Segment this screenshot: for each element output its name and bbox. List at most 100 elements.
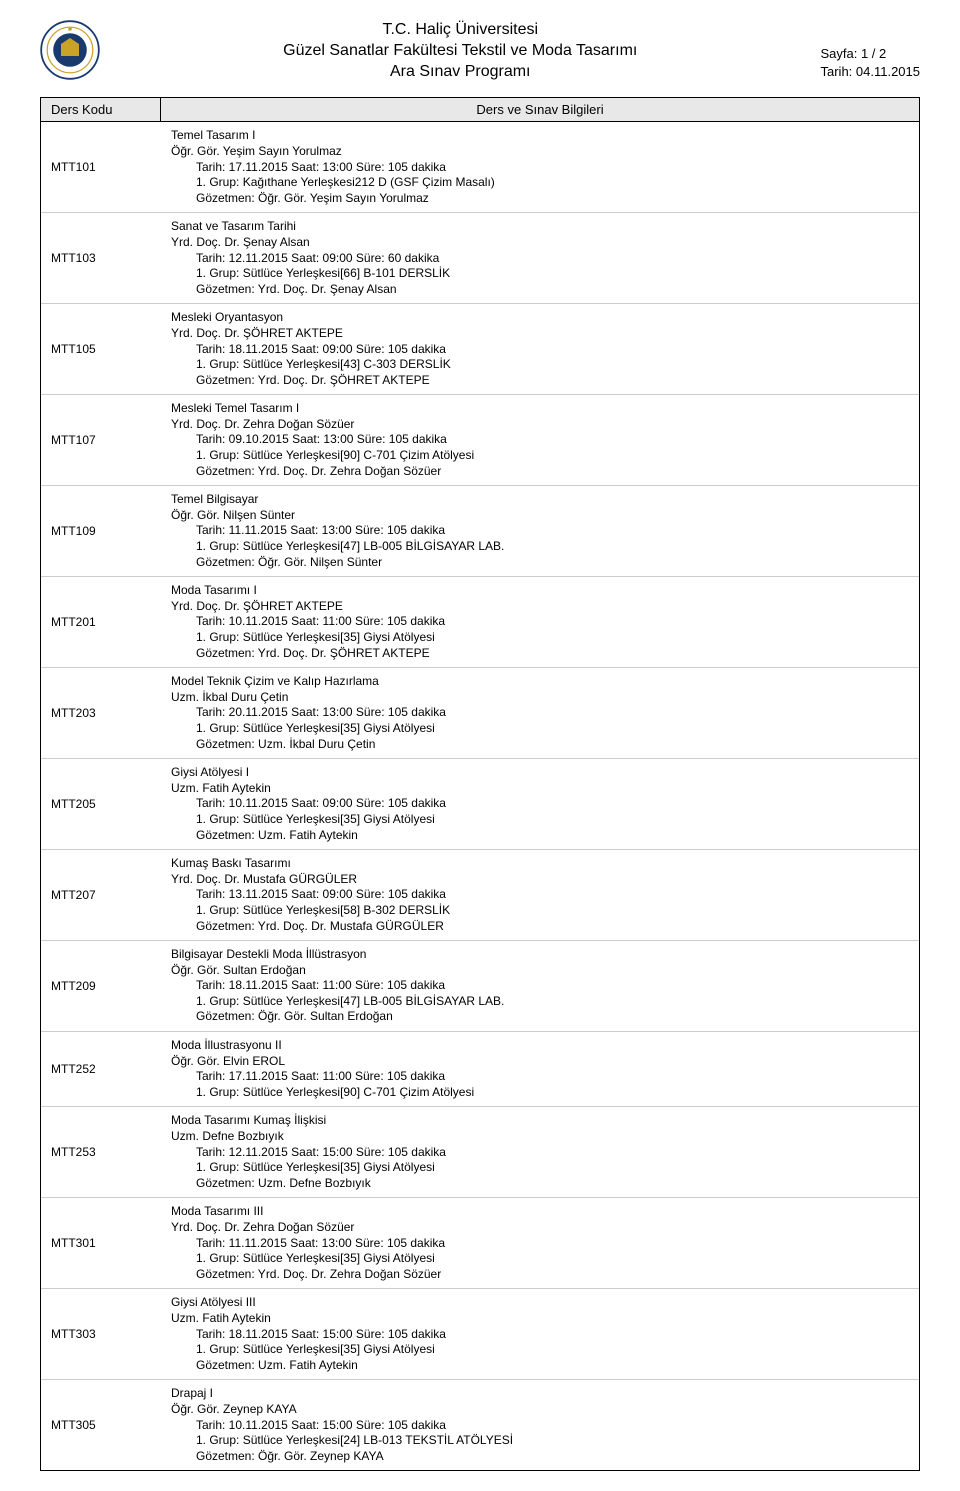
course-schedule: Tarih: 09.10.2015 Saat: 13:00 Süre: 105 … [171, 432, 909, 448]
course-instructor: Yrd. Doç. Dr. Mustafa GÜRGÜLER [171, 872, 909, 888]
table-row: MTT301Moda Tasarımı IIIYrd. Doç. Dr. Zeh… [41, 1198, 919, 1289]
course-group: 1. Grup: Sütlüce Yerleşkesi[24] LB-013 T… [171, 1433, 909, 1449]
course-info: Moda Tasarımı IYrd. Doç. Dr. ŞÖHRET AKTE… [161, 577, 919, 667]
course-name: Moda Tasarımı I [171, 583, 909, 599]
table-row: MTT201Moda Tasarımı IYrd. Doç. Dr. ŞÖHRE… [41, 577, 919, 668]
course-code: MTT203 [41, 668, 161, 758]
course-instructor: Uzm. Fatih Aytekin [171, 781, 909, 797]
course-group: 1. Grup: Sütlüce Yerleşkesi[43] C-303 DE… [171, 357, 909, 373]
course-proctor: Gözetmen: Öğr. Gör. Yeşim Sayın Yorulmaz [171, 191, 909, 207]
course-schedule: Tarih: 18.11.2015 Saat: 11:00 Süre: 105 … [171, 978, 909, 994]
course-group: 1. Grup: Sütlüce Yerleşkesi[35] Giysi At… [171, 630, 909, 646]
course-instructor: Yrd. Doç. Dr. Zehra Doğan Sözüer [171, 417, 909, 433]
table-row: MTT101Temel Tasarım IÖğr. Gör. Yeşim Say… [41, 122, 919, 213]
course-code: MTT209 [41, 941, 161, 1031]
table-row: MTT103Sanat ve Tasarım TarihiYrd. Doç. D… [41, 213, 919, 304]
page-date: Tarih: 04.11.2015 [821, 63, 921, 81]
university-logo [40, 20, 100, 80]
course-group: 1. Grup: Sütlüce Yerleşkesi[47] LB-005 B… [171, 539, 909, 555]
course-code: MTT303 [41, 1289, 161, 1379]
course-schedule: Tarih: 18.11.2015 Saat: 09:00 Süre: 105 … [171, 342, 909, 358]
table-header: Ders Kodu Ders ve Sınav Bilgileri [40, 97, 920, 122]
title-block: T.C. Haliç Üniversitesi Güzel Sanatlar F… [120, 20, 801, 82]
course-name: Mesleki Oryantasyon [171, 310, 909, 326]
course-proctor: Gözetmen: Yrd. Doç. Dr. Zehra Doğan Sözü… [171, 464, 909, 480]
course-info: Kumaş Baskı TasarımıYrd. Doç. Dr. Mustaf… [161, 850, 919, 940]
course-group: 1. Grup: Sütlüce Yerleşkesi[35] Giysi At… [171, 1251, 909, 1267]
table-row: MTT107Mesleki Temel Tasarım IYrd. Doç. D… [41, 395, 919, 486]
course-code: MTT107 [41, 395, 161, 485]
course-name: Giysi Atölyesi III [171, 1295, 909, 1311]
course-group: 1. Grup: Sütlüce Yerleşkesi[35] Giysi At… [171, 812, 909, 828]
course-info: Moda İllustrasyonu IIÖğr. Gör. Elvin ERO… [161, 1032, 919, 1106]
course-proctor: Gözetmen: Yrd. Doç. Dr. ŞÖHRET AKTEPE [171, 373, 909, 389]
course-schedule: Tarih: 20.11.2015 Saat: 13:00 Süre: 105 … [171, 705, 909, 721]
table-row: MTT209 Bilgisayar Destekli Moda İllüstras… [41, 941, 919, 1032]
course-name: Temel Bilgisayar [171, 492, 909, 508]
course-instructor: Yrd. Doç. Dr. Zehra Doğan Sözüer [171, 1220, 909, 1236]
course-name: Sanat ve Tasarım Tarihi [171, 219, 909, 235]
course-code: MTT201 [41, 577, 161, 667]
course-code: MTT109 [41, 486, 161, 576]
course-instructor: Yrd. Doç. Dr. Şenay Alsan [171, 235, 909, 251]
course-schedule: Tarih: 13.11.2015 Saat: 09:00 Süre: 105 … [171, 887, 909, 903]
course-schedule: Tarih: 18.11.2015 Saat: 15:00 Süre: 105 … [171, 1327, 909, 1343]
course-schedule: Tarih: 11.11.2015 Saat: 13:00 Süre: 105 … [171, 1236, 909, 1252]
course-code: MTT207 [41, 850, 161, 940]
course-name: Bilgisayar Destekli Moda İllüstrasyon [171, 947, 909, 963]
course-schedule: Tarih: 10.11.2015 Saat: 11:00 Süre: 105 … [171, 614, 909, 630]
course-code: MTT305 [41, 1380, 161, 1470]
table-row: MTT203Model Teknik Çizim ve Kalıp Hazırl… [41, 668, 919, 759]
table-row: MTT109Temel BilgisayarÖğr. Gör. Nilşen S… [41, 486, 919, 577]
course-instructor: Uzm. Defne Bozbıyık [171, 1129, 909, 1145]
column-header-info: Ders ve Sınav Bilgileri [161, 98, 919, 121]
course-instructor: Uzm. Fatih Aytekin [171, 1311, 909, 1327]
table-row: MTT207Kumaş Baskı TasarımıYrd. Doç. Dr. … [41, 850, 919, 941]
table-row: MTT205Giysi Atölyesi IUzm. Fatih Aytekin… [41, 759, 919, 850]
course-info: Giysi Atölyesi IUzm. Fatih AytekinTarih:… [161, 759, 919, 849]
table-row: MTT253Moda Tasarımı Kumaş İlişkisiUzm. D… [41, 1107, 919, 1198]
course-name: Mesleki Temel Tasarım I [171, 401, 909, 417]
course-info: Moda Tasarımı Kumaş İlişkisiUzm. Defne B… [161, 1107, 919, 1197]
course-instructor: Öğr. Gör. Elvin EROL [171, 1054, 909, 1070]
course-name: Moda İllustrasyonu II [171, 1038, 909, 1054]
course-code: MTT105 [41, 304, 161, 394]
course-schedule: Tarih: 10.11.2015 Saat: 09:00 Süre: 105 … [171, 796, 909, 812]
course-proctor: Gözetmen: Öğr. Gör. Sultan Erdoğan [171, 1009, 909, 1025]
table-row: MTT303Giysi Atölyesi IIIUzm. Fatih Aytek… [41, 1289, 919, 1380]
course-code: MTT253 [41, 1107, 161, 1197]
course-proctor: Gözetmen: Yrd. Doç. Dr. Mustafa GÜRGÜLER [171, 919, 909, 935]
course-group: 1. Grup: Sütlüce Yerleşkesi[66] B-101 DE… [171, 266, 909, 282]
course-proctor: Gözetmen: Yrd. Doç. Dr. Şenay Alsan [171, 282, 909, 298]
course-proctor: Gözetmen: Uzm. Defne Bozbıyık [171, 1176, 909, 1192]
course-schedule: Tarih: 17.11.2015 Saat: 11:00 Süre: 105 … [171, 1069, 909, 1085]
title-line-2: Güzel Sanatlar Fakültesi Tekstil ve Moda… [120, 41, 801, 62]
course-info: Drapaj IÖğr. Gör. Zeynep KAYATarih: 10.1… [161, 1380, 919, 1470]
page-header: T.C. Haliç Üniversitesi Güzel Sanatlar F… [40, 20, 920, 82]
course-group: 1. Grup: Sütlüce Yerleşkesi[35] Giysi At… [171, 721, 909, 737]
course-instructor: Öğr. Gör. Nilşen Sünter [171, 508, 909, 524]
course-schedule: Tarih: 17.11.2015 Saat: 13:00 Süre: 105 … [171, 160, 909, 176]
course-code: MTT252 [41, 1032, 161, 1106]
course-proctor: Gözetmen: Uzm. İkbal Duru Çetin [171, 737, 909, 753]
course-name: Temel Tasarım I [171, 128, 909, 144]
table-row: MTT252Moda İllustrasyonu IIÖğr. Gör. Elv… [41, 1032, 919, 1107]
course-name: Kumaş Baskı Tasarımı [171, 856, 909, 872]
course-instructor: Öğr. Gör. Yeşim Sayın Yorulmaz [171, 144, 909, 160]
course-info: Mesleki Temel Tasarım IYrd. Doç. Dr. Zeh… [161, 395, 919, 485]
course-info: Giysi Atölyesi IIIUzm. Fatih AytekinTari… [161, 1289, 919, 1379]
course-info: Temel BilgisayarÖğr. Gör. Nilşen SünterT… [161, 486, 919, 576]
course-proctor: Gözetmen: Uzm. Fatih Aytekin [171, 1358, 909, 1374]
title-line-3: Ara Sınav Programı [120, 62, 801, 83]
course-group: 1. Grup: Kağıthane Yerleşkesi212 D (GSF … [171, 175, 909, 191]
course-schedule: Tarih: 12.11.2015 Saat: 15:00 Süre: 105 … [171, 1145, 909, 1161]
course-name: Giysi Atölyesi I [171, 765, 909, 781]
course-info: Model Teknik Çizim ve Kalıp HazırlamaUzm… [161, 668, 919, 758]
course-group: 1. Grup: Sütlüce Yerleşkesi[35] Giysi At… [171, 1160, 909, 1176]
course-code: MTT101 [41, 122, 161, 212]
course-proctor: Gözetmen: Uzm. Fatih Aytekin [171, 828, 909, 844]
course-info: Temel Tasarım IÖğr. Gör. Yeşim Sayın Yor… [161, 122, 919, 212]
title-line-1: T.C. Haliç Üniversitesi [120, 20, 801, 41]
course-proctor: Gözetmen: Yrd. Doç. Dr. Zehra Doğan Sözü… [171, 1267, 909, 1283]
course-proctor: Gözetmen: Öğr. Gör. Nilşen Sünter [171, 555, 909, 571]
